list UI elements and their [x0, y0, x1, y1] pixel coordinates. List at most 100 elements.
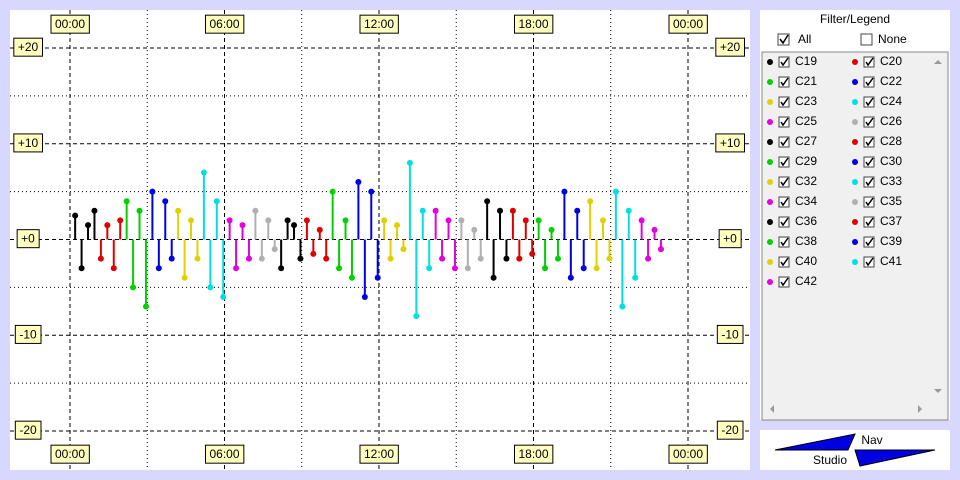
point [651, 226, 658, 233]
legend-swatch [852, 119, 858, 125]
check [780, 217, 789, 227]
point [593, 265, 600, 272]
point [155, 265, 162, 272]
point [355, 179, 362, 186]
tick-box [513, 444, 554, 464]
legend-swatch [767, 239, 773, 245]
tick-box [668, 14, 708, 34]
legend-label: C24 [880, 94, 902, 108]
y-tick-label-right: -10 [721, 327, 739, 341]
x-tick-label: 18:00 [518, 17, 548, 31]
tick-box [718, 229, 742, 249]
point [406, 159, 413, 166]
legend-checkbox[interactable] [863, 96, 875, 108]
studio-label[interactable]: Studio [813, 453, 847, 467]
legend-checkbox[interactable] [863, 56, 875, 68]
legend-swatch [767, 159, 773, 165]
legend-checkbox[interactable] [778, 216, 790, 228]
tick-box [668, 444, 708, 464]
scrollbar[interactable] [930, 53, 947, 419]
point [252, 207, 259, 214]
legend-checkbox[interactable] [778, 116, 790, 128]
legend-label: C19 [795, 54, 817, 68]
legend-checkbox[interactable] [778, 96, 790, 108]
filter-all[interactable]: All [798, 32, 811, 46]
legend-checkbox[interactable] [778, 196, 790, 208]
y-tick-label-right: +10 [720, 136, 741, 150]
legend-checkbox[interactable] [863, 116, 875, 128]
point [374, 274, 381, 281]
point [580, 265, 587, 272]
x-tick-label: 06:00 [209, 17, 239, 31]
tick-box [359, 444, 399, 464]
point [381, 217, 388, 224]
point [104, 222, 111, 229]
point [503, 255, 510, 262]
nav-icon [774, 433, 936, 467]
point [361, 293, 368, 300]
point [342, 217, 349, 224]
legend-checkbox[interactable] [863, 136, 875, 148]
legend-label: C33 [880, 174, 902, 188]
point [445, 217, 452, 224]
legend-label: C25 [795, 114, 817, 128]
point [638, 217, 645, 224]
point [149, 188, 156, 195]
none-checkbox[interactable] [860, 33, 873, 46]
point [97, 255, 104, 262]
legend-label: C28 [880, 134, 902, 148]
point [522, 217, 529, 224]
point [91, 207, 98, 214]
legend-checkbox[interactable] [778, 156, 790, 168]
legend-checkbox[interactable] [778, 176, 790, 188]
nav-label[interactable]: Nav [861, 433, 882, 447]
point [426, 265, 433, 272]
point [535, 217, 542, 224]
point [458, 217, 465, 224]
all-checkbox[interactable] [777, 33, 790, 46]
legend-checkbox[interactable] [778, 256, 790, 268]
point [632, 274, 639, 281]
point [194, 255, 201, 262]
tick-box [14, 324, 42, 344]
tick-box [716, 420, 744, 440]
filter-none[interactable]: None [878, 32, 907, 46]
point [477, 255, 484, 262]
legend-checkbox[interactable] [778, 136, 790, 148]
legend-checkbox[interactable] [778, 76, 790, 88]
legend-swatch [767, 119, 773, 125]
point [130, 284, 137, 291]
point [72, 212, 79, 219]
legend-checkbox[interactable] [863, 216, 875, 228]
legend-checkbox[interactable] [863, 176, 875, 188]
y-tick-label: -10 [19, 327, 37, 341]
x-tick-label-bottom: 06:00 [209, 447, 239, 461]
legend-checkbox[interactable] [778, 276, 790, 288]
point [233, 265, 240, 272]
legend-checkbox[interactable] [863, 76, 875, 88]
legend-label: C30 [880, 154, 902, 168]
legend-checkbox[interactable] [863, 256, 875, 268]
check [865, 157, 874, 167]
point [297, 255, 304, 262]
point [85, 222, 92, 229]
legend-checkbox[interactable] [863, 196, 875, 208]
point [316, 226, 323, 233]
legend-swatch [852, 79, 858, 85]
legend-checkbox[interactable] [863, 156, 875, 168]
legend-swatch [767, 179, 773, 185]
point [310, 250, 317, 257]
legend-checkbox[interactable] [863, 236, 875, 248]
legend-checkbox[interactable] [778, 236, 790, 248]
h-scrollbar[interactable] [763, 401, 929, 418]
tick-box [50, 444, 90, 464]
legend-checkbox[interactable] [778, 56, 790, 68]
check [865, 117, 874, 127]
point [612, 188, 619, 195]
legend-swatch [852, 99, 858, 105]
point [336, 265, 343, 272]
point [136, 207, 143, 214]
point [239, 222, 246, 229]
point [110, 265, 117, 272]
